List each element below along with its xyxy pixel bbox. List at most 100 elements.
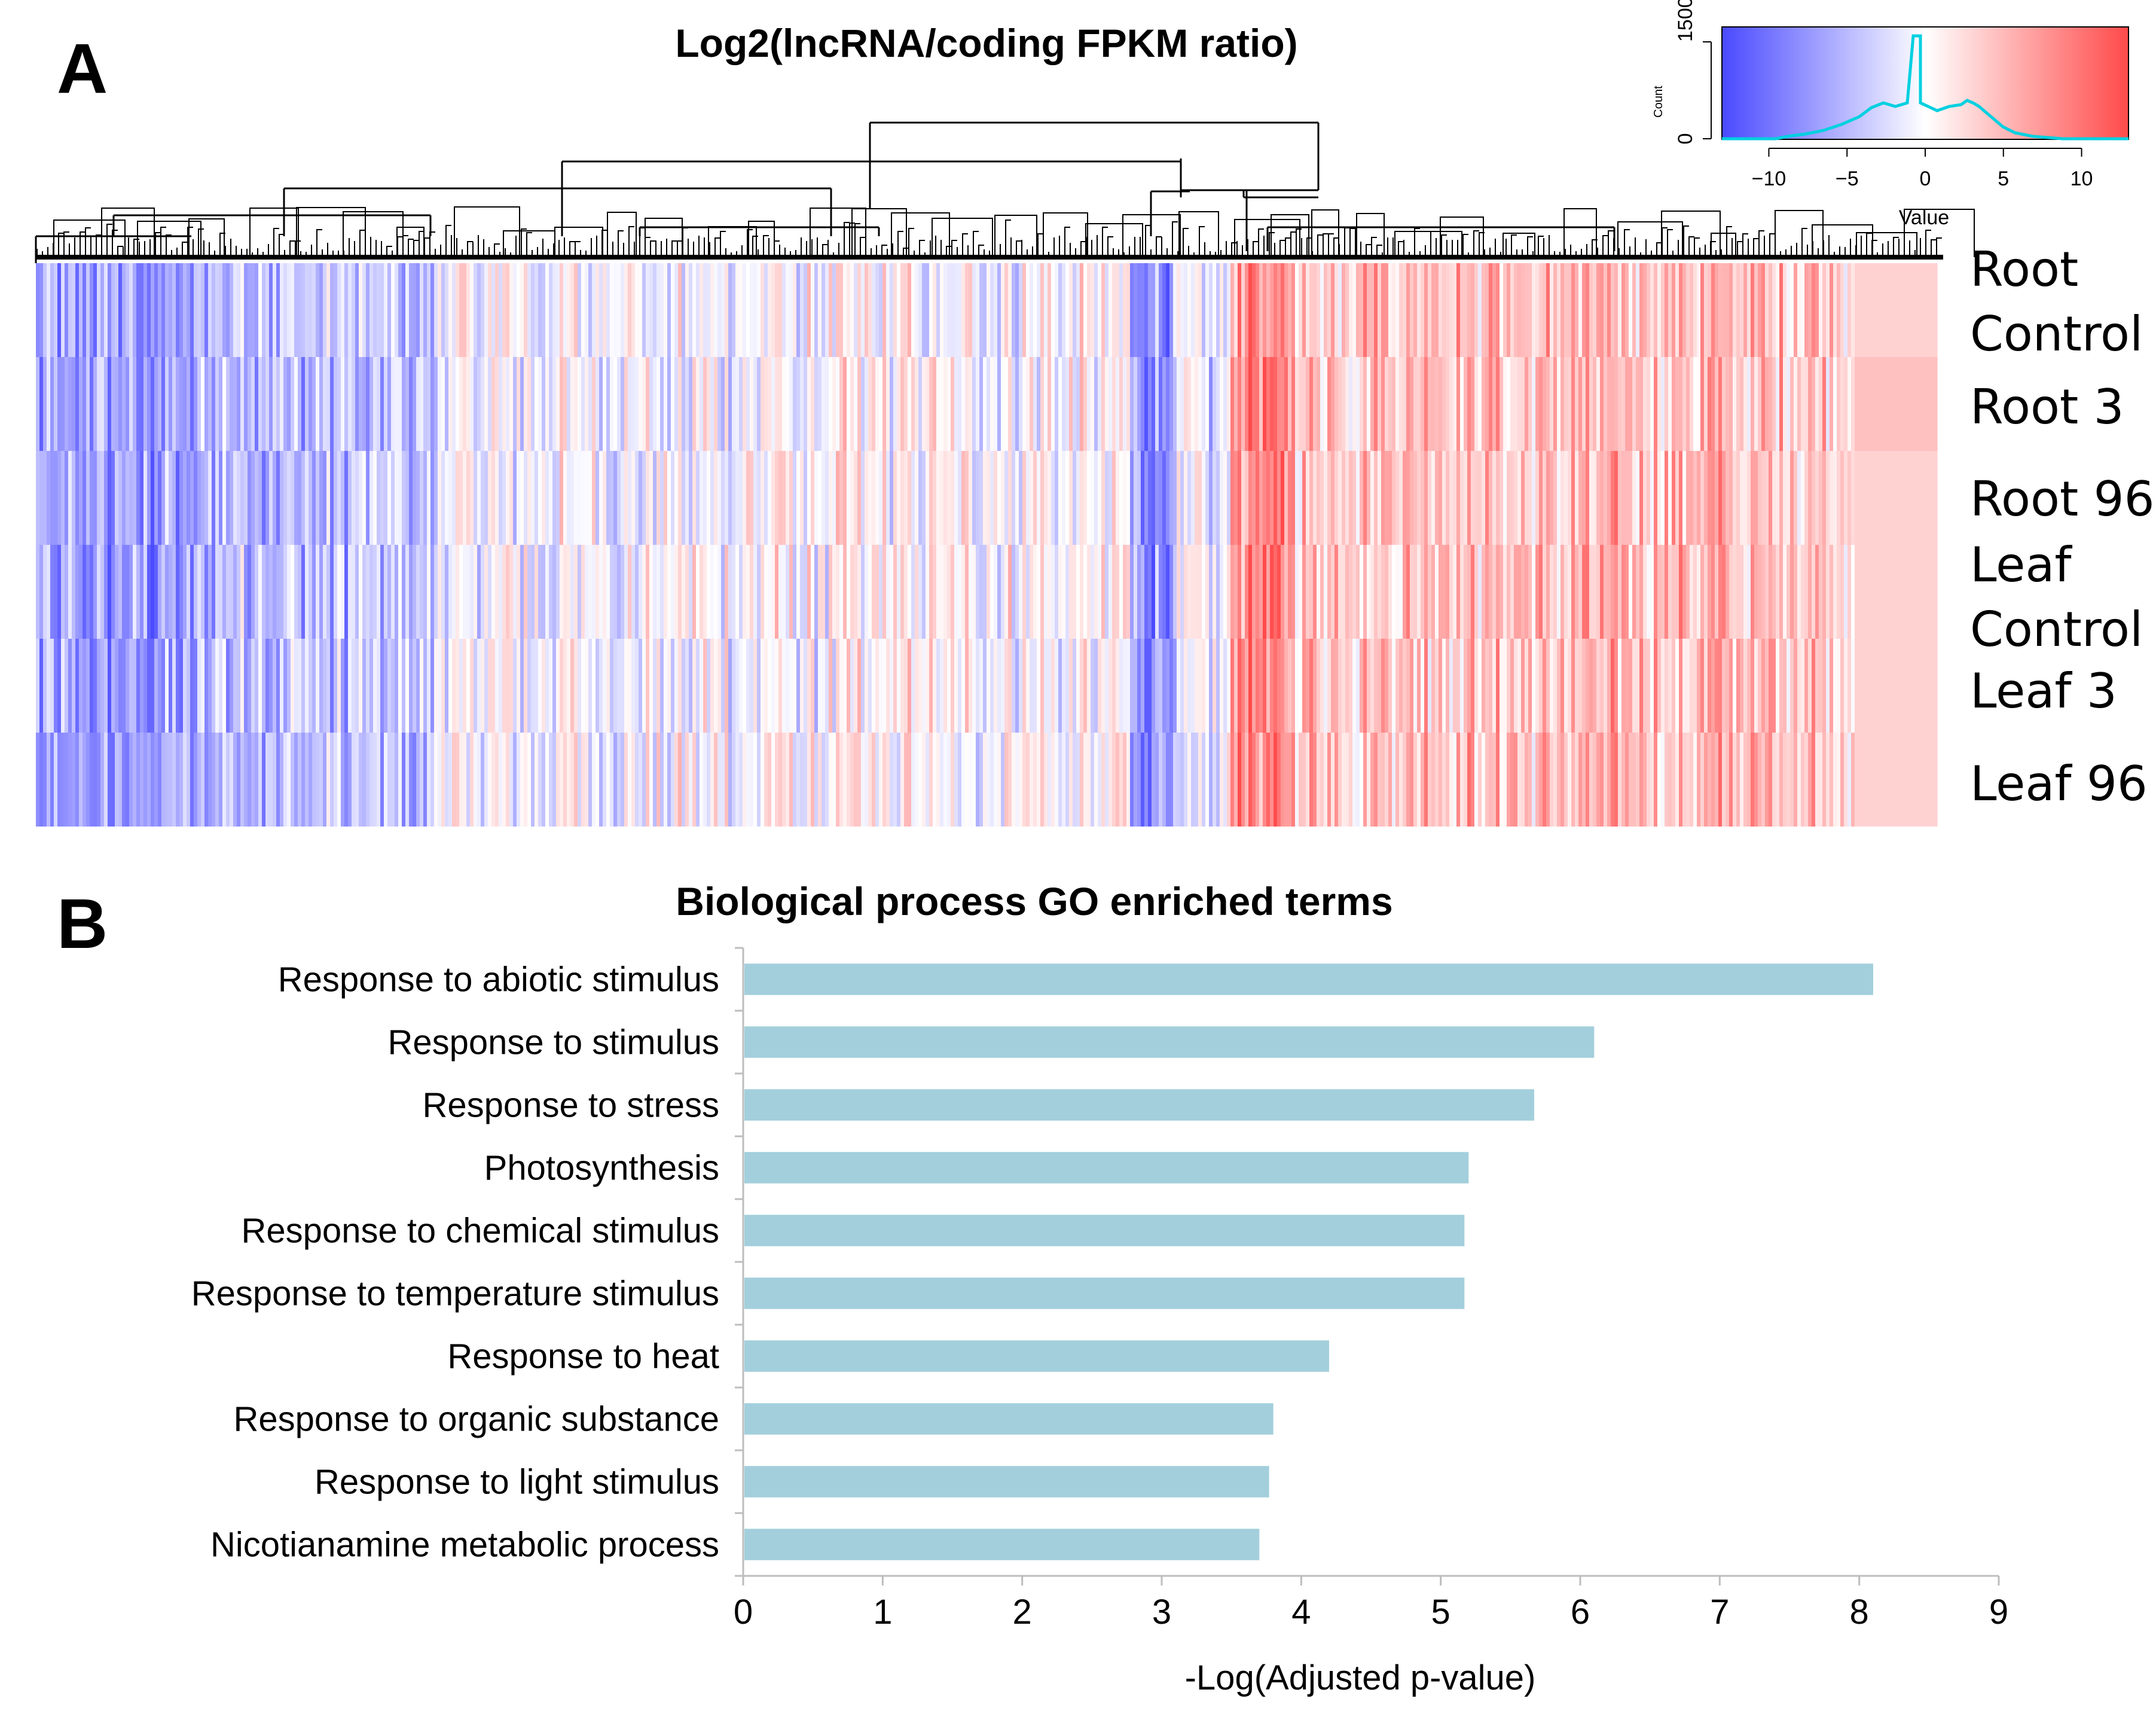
- heatmap-cell: [416, 451, 420, 545]
- heatmap-cell: [904, 639, 908, 733]
- heatmap-cell: [875, 545, 879, 639]
- heatmap-cell: [1510, 357, 1514, 451]
- heatmap-cell: [1363, 733, 1367, 827]
- heatmap-cell: [459, 733, 463, 827]
- heatmap-cell: [1406, 263, 1410, 357]
- heatmap-cell: [1065, 639, 1070, 733]
- heatmap-cell: [1439, 451, 1443, 545]
- heatmap-cell: [1654, 451, 1658, 545]
- heatmap-cell: [1840, 357, 1844, 451]
- heatmap-cell: [54, 357, 58, 451]
- heatmap-cell: [818, 545, 822, 639]
- heatmap-cell: [1431, 451, 1436, 545]
- heatmap-cell: [1270, 639, 1274, 733]
- heatmap-cell: [1001, 357, 1005, 451]
- heatmap-cell: [129, 733, 133, 827]
- heatmap-cell: [606, 545, 610, 639]
- heatmap-cell: [1266, 639, 1271, 733]
- heatmap-cell: [1532, 545, 1536, 639]
- heatmap-cell: [86, 451, 90, 545]
- heatmap-cell: [251, 451, 255, 545]
- heatmap-cell: [814, 545, 819, 639]
- heatmap-cell: [1715, 451, 1719, 545]
- heatmap-cell: [506, 357, 510, 451]
- heatmap-cell: [750, 451, 754, 545]
- heatmap-cell: [628, 639, 632, 733]
- heatmap-cell: [1449, 451, 1453, 545]
- heatmap-cell: [1546, 357, 1550, 451]
- heatmap-cell: [664, 545, 668, 639]
- heatmap-cell: [832, 357, 836, 451]
- heatmap-cell: [1632, 451, 1636, 545]
- heatmap-cell: [1105, 545, 1109, 639]
- heatmap-cell: [1819, 451, 1823, 545]
- heatmap-cell: [237, 639, 241, 733]
- heatmap-cell: [1191, 357, 1195, 451]
- heatmap-cell: [484, 733, 488, 827]
- heatmap-cell: [807, 263, 811, 357]
- heatmap-cell: [1302, 263, 1306, 357]
- heatmap-cell: [326, 733, 331, 827]
- heatmap-cell: [140, 639, 144, 733]
- heatmap-cell: [341, 733, 345, 827]
- heatmap-cell: [1593, 451, 1597, 545]
- heatmap-cell: [1248, 733, 1253, 827]
- heatmap-cell: [951, 545, 955, 639]
- heatmap-cell: [857, 545, 862, 639]
- heatmap-cell: [649, 357, 653, 451]
- heatmap-cell: [961, 545, 966, 639]
- heatmap-cell: [1844, 451, 1848, 545]
- heatmap-cell: [362, 639, 367, 733]
- heatmap-cell: [187, 451, 191, 545]
- heatmap-cell: [172, 639, 176, 733]
- heatmap-cell: [377, 357, 381, 451]
- heatmap-cell: [1012, 733, 1016, 827]
- heatmap-cell: [1241, 263, 1245, 357]
- heatmap-cell: [86, 545, 90, 639]
- heatmap-cell: [1611, 357, 1615, 451]
- heatmap-cell: [1758, 639, 1762, 733]
- heatmap-cell: [1575, 451, 1579, 545]
- heatmap-cell: [1413, 733, 1418, 827]
- heatmap-cell: [857, 263, 862, 357]
- heatmap-cell: [1847, 263, 1852, 357]
- heatmap-cell: [570, 639, 575, 733]
- heatmap-cell: [90, 639, 94, 733]
- heatmap-cell: [438, 545, 442, 639]
- heatmap-cell: [93, 733, 97, 827]
- heatmap-cell: [689, 357, 693, 451]
- heatmap-cell: [585, 357, 589, 451]
- heatmap-cell: [459, 357, 463, 451]
- heatmap-cell: [1008, 263, 1012, 357]
- heatmap-cell: [1639, 545, 1644, 639]
- heatmap-cell: [1643, 357, 1647, 451]
- heatmap-cell: [1374, 263, 1378, 357]
- heatmap-cell: [929, 639, 933, 733]
- heatmap-cell: [1137, 263, 1141, 357]
- row-root-3-label: Root 3: [1970, 379, 2124, 435]
- heatmap-cell: [1657, 357, 1662, 451]
- heatmap-cell: [585, 545, 589, 639]
- heatmap-cell: [1464, 733, 1468, 827]
- heatmap-cell: [1169, 639, 1174, 733]
- heatmap-cell: [456, 263, 460, 357]
- heatmap-cell: [725, 639, 729, 733]
- heatmap-cell: [1216, 545, 1220, 639]
- heatmap-cell: [1363, 639, 1367, 733]
- heatmap-cell: [1112, 263, 1116, 357]
- heatmap-cell: [240, 545, 245, 639]
- heatmap-cell: [434, 733, 438, 827]
- heatmap-cell: [1349, 733, 1353, 827]
- heatmap-cell: [265, 733, 270, 827]
- heatmap-cell: [1370, 733, 1375, 827]
- heatmap-cell: [513, 357, 517, 451]
- heatmap-cell: [696, 545, 700, 639]
- heatmap-cell: [395, 263, 399, 357]
- heatmap-cell: [126, 263, 130, 357]
- heatmap-cell: [1672, 357, 1676, 451]
- heatmap-cell: [671, 733, 675, 827]
- heatmap-cell: [1324, 733, 1328, 827]
- heatmap-cell: [990, 263, 994, 357]
- heatmap-cell: [244, 451, 248, 545]
- heatmap-cell: [1108, 639, 1113, 733]
